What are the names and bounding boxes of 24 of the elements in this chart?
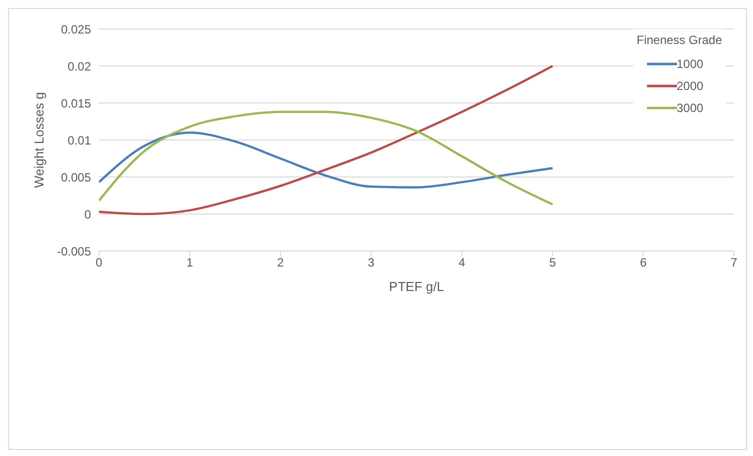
y-tick-label: 0.01	[68, 133, 92, 148]
x-tick-label: 5	[549, 256, 556, 270]
legend-label: 3000	[676, 101, 704, 115]
x-axis-title: PTEF g/L	[389, 279, 444, 294]
legend-label: 2000	[676, 79, 704, 93]
x-tick-label: 6	[640, 256, 647, 270]
legend-title: Fineness Grade	[636, 33, 722, 47]
legend-label: 1000	[676, 57, 704, 71]
x-tick-label: 2	[277, 256, 284, 270]
x-tick-label: 0	[96, 256, 103, 270]
y-axis-title: Weight Losses g	[32, 92, 47, 188]
x-tick-label: 1	[186, 256, 194, 270]
x-tick-label: 4	[458, 256, 466, 270]
x-tick-label: 3	[368, 256, 375, 270]
line-series	[99, 64, 554, 216]
y-tick-label: 0.005	[60, 170, 92, 184]
line-series	[99, 131, 554, 188]
x-tick-label: 7	[730, 256, 738, 270]
y-tick-label: 0	[84, 207, 92, 222]
y-tick-label: -0.005	[56, 244, 92, 258]
y-tick-label: 0.015	[60, 96, 92, 110]
y-tick-label: 0.02	[68, 59, 92, 74]
y-tick-label: 0.025	[60, 22, 92, 36]
line-series	[99, 110, 554, 206]
